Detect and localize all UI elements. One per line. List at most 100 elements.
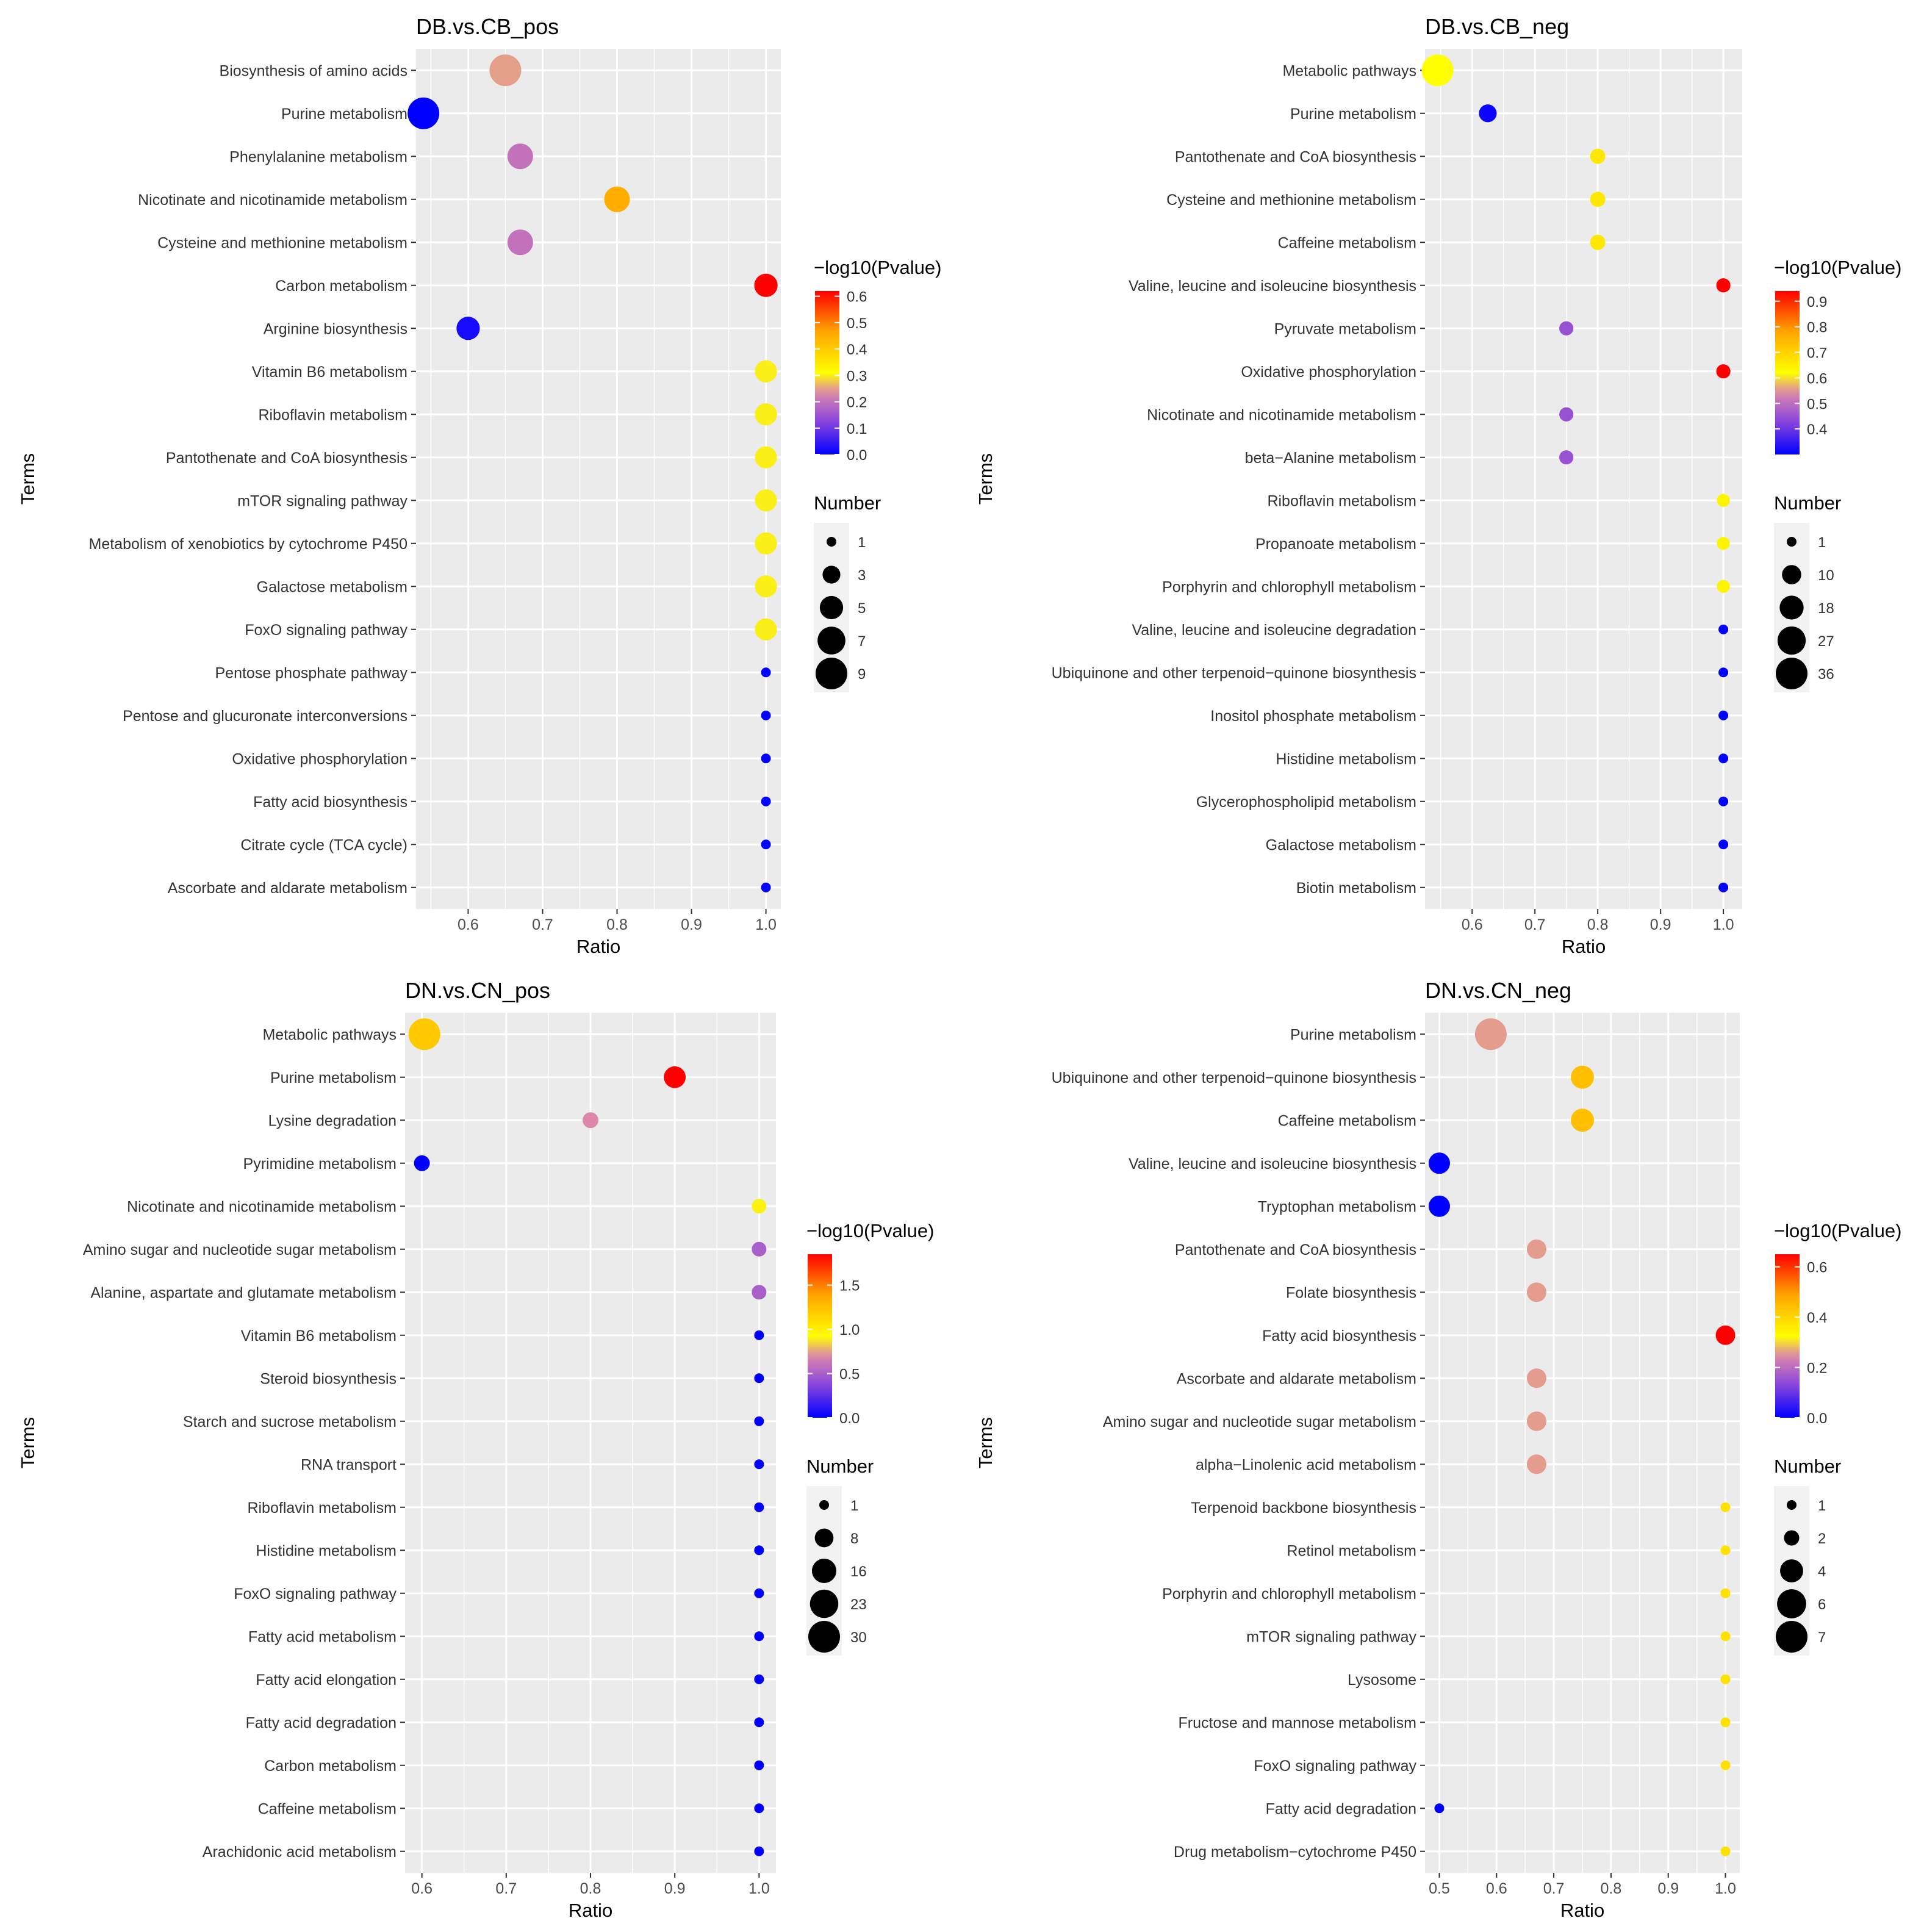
data-point-db-vs-cb-pos-3[interactable]	[507, 143, 533, 170]
data-point-db-vs-cb-pos-15[interactable]	[761, 667, 771, 678]
chart-title: DN.vs.CN_pos	[405, 978, 550, 1003]
color-legend-label: 0.5	[847, 315, 867, 332]
data-point-db-vs-cb-neg-6[interactable]	[1716, 278, 1731, 293]
x-tick-label: 0.8	[1601, 1880, 1622, 1897]
data-point-db-vs-cb-pos-10[interactable]	[755, 446, 777, 469]
data-point-dn-vs-cn-pos-11[interactable]	[754, 1459, 764, 1470]
size-legend-key	[1776, 658, 1807, 689]
data-point-db-vs-cb-pos-5[interactable]	[507, 229, 533, 256]
data-point-db-vs-cb-neg-1[interactable]	[1421, 54, 1454, 87]
data-point-dn-vs-cn-neg-10[interactable]	[1526, 1411, 1546, 1431]
data-point-db-vs-cb-neg-8[interactable]	[1716, 364, 1731, 379]
data-point-dn-vs-cn-pos-15[interactable]	[754, 1631, 764, 1642]
data-point-db-vs-cb-pos-16[interactable]	[761, 710, 771, 720]
data-point-db-vs-cb-pos-2[interactable]	[407, 97, 440, 129]
data-point-dn-vs-cn-pos-14[interactable]	[754, 1588, 764, 1598]
data-point-dn-vs-cn-neg-4[interactable]	[1428, 1152, 1450, 1174]
data-point-dn-vs-cn-neg-9[interactable]	[1526, 1368, 1546, 1388]
data-point-db-vs-cb-pos-9[interactable]	[755, 403, 777, 426]
data-point-db-vs-cb-neg-3[interactable]	[1590, 148, 1606, 164]
data-point-db-vs-cb-pos-1[interactable]	[489, 54, 522, 87]
data-point-db-vs-cb-neg-4[interactable]	[1590, 192, 1606, 207]
data-point-db-vs-cb-neg-15[interactable]	[1718, 667, 1729, 678]
data-point-db-vs-cb-pos-8[interactable]	[755, 360, 777, 382]
data-point-db-vs-cb-pos-4[interactable]	[604, 186, 630, 212]
data-point-dn-vs-cn-pos-12[interactable]	[754, 1502, 764, 1512]
data-point-db-vs-cb-pos-13[interactable]	[755, 575, 777, 598]
data-point-db-vs-cb-pos-19[interactable]	[761, 839, 771, 850]
data-point-dn-vs-cn-neg-1[interactable]	[1474, 1018, 1507, 1050]
data-point-dn-vs-cn-pos-2[interactable]	[664, 1066, 686, 1088]
data-point-db-vs-cb-neg-20[interactable]	[1718, 882, 1729, 892]
data-point-dn-vs-cn-neg-11[interactable]	[1526, 1454, 1546, 1474]
data-point-dn-vs-cn-pos-4[interactable]	[414, 1155, 430, 1171]
data-point-dn-vs-cn-pos-1[interactable]	[408, 1018, 440, 1050]
size-legend-title: Number	[806, 1456, 874, 1477]
term-label: Histidine metabolism	[1276, 750, 1416, 767]
data-point-dn-vs-cn-pos-3[interactable]	[583, 1112, 598, 1129]
data-point-db-vs-cb-neg-18[interactable]	[1718, 796, 1729, 806]
data-point-db-vs-cb-neg-11[interactable]	[1717, 494, 1730, 507]
data-point-dn-vs-cn-pos-19[interactable]	[754, 1803, 764, 1814]
size-legend-label: 3	[858, 567, 866, 584]
data-point-dn-vs-cn-pos-9[interactable]	[754, 1373, 764, 1384]
data-point-dn-vs-cn-neg-14[interactable]	[1720, 1588, 1731, 1598]
color-legend-bar	[1775, 291, 1800, 454]
data-point-db-vs-cb-pos-18[interactable]	[761, 796, 771, 806]
data-point-db-vs-cb-neg-9[interactable]	[1559, 407, 1574, 422]
data-point-db-vs-cb-pos-12[interactable]	[755, 532, 777, 555]
data-point-dn-vs-cn-neg-3[interactable]	[1571, 1108, 1594, 1132]
data-point-dn-vs-cn-neg-7[interactable]	[1526, 1282, 1546, 1302]
data-point-dn-vs-cn-neg-20[interactable]	[1720, 1846, 1731, 1856]
size-legend-label: 36	[1818, 666, 1834, 683]
data-point-dn-vs-cn-neg-8[interactable]	[1715, 1325, 1736, 1345]
data-point-dn-vs-cn-pos-7[interactable]	[752, 1285, 767, 1300]
data-point-dn-vs-cn-pos-20[interactable]	[754, 1846, 764, 1856]
term-label: Oxidative phosphorylation	[1241, 364, 1416, 381]
data-point-dn-vs-cn-neg-13[interactable]	[1720, 1545, 1731, 1556]
data-point-db-vs-cb-neg-7[interactable]	[1559, 321, 1574, 336]
data-point-db-vs-cb-pos-11[interactable]	[755, 489, 777, 512]
x-tick-label: 0.8	[606, 916, 628, 933]
data-point-dn-vs-cn-neg-19[interactable]	[1434, 1803, 1445, 1814]
data-point-db-vs-cb-neg-12[interactable]	[1717, 537, 1730, 550]
data-point-db-vs-cb-neg-16[interactable]	[1718, 710, 1729, 720]
data-point-db-vs-cb-neg-5[interactable]	[1590, 234, 1606, 250]
data-point-db-vs-cb-pos-17[interactable]	[761, 753, 771, 764]
data-point-db-vs-cb-pos-14[interactable]	[755, 618, 777, 641]
data-point-dn-vs-cn-pos-10[interactable]	[754, 1416, 764, 1426]
data-point-dn-vs-cn-neg-17[interactable]	[1720, 1717, 1731, 1728]
data-point-db-vs-cb-neg-10[interactable]	[1559, 450, 1574, 465]
data-point-dn-vs-cn-neg-16[interactable]	[1720, 1674, 1731, 1684]
data-point-db-vs-cb-neg-14[interactable]	[1718, 624, 1729, 634]
data-point-db-vs-cb-neg-2[interactable]	[1479, 104, 1497, 123]
data-point-dn-vs-cn-neg-15[interactable]	[1720, 1631, 1731, 1642]
term-label: Citrate cycle (TCA cycle)	[240, 836, 407, 853]
term-label: Porphyrin and chlorophyll metabolism	[1162, 1585, 1416, 1603]
data-point-dn-vs-cn-neg-2[interactable]	[1571, 1065, 1594, 1089]
term-label: FoxO signaling pathway	[234, 1585, 397, 1603]
data-point-dn-vs-cn-pos-18[interactable]	[754, 1760, 764, 1770]
data-point-dn-vs-cn-pos-8[interactable]	[754, 1330, 764, 1340]
size-legend-label: 1	[850, 1498, 858, 1514]
data-point-dn-vs-cn-pos-13[interactable]	[754, 1545, 764, 1556]
data-point-db-vs-cb-neg-13[interactable]	[1717, 580, 1730, 593]
data-point-dn-vs-cn-pos-17[interactable]	[754, 1717, 764, 1728]
data-point-dn-vs-cn-neg-6[interactable]	[1526, 1239, 1546, 1259]
data-point-dn-vs-cn-pos-16[interactable]	[754, 1674, 764, 1684]
data-point-dn-vs-cn-neg-5[interactable]	[1428, 1195, 1450, 1217]
data-point-dn-vs-cn-neg-12[interactable]	[1720, 1502, 1731, 1512]
size-legend-title: Number	[814, 492, 881, 514]
data-point-dn-vs-cn-neg-18[interactable]	[1720, 1760, 1731, 1770]
term-label: Riboflavin metabolism	[247, 1499, 397, 1517]
size-legend-label: 18	[1818, 600, 1834, 617]
data-point-dn-vs-cn-pos-5[interactable]	[752, 1199, 767, 1214]
data-point-db-vs-cb-pos-6[interactable]	[754, 273, 778, 297]
data-point-db-vs-cb-pos-20[interactable]	[761, 882, 771, 892]
x-tick-label: 0.6	[411, 1880, 433, 1897]
data-point-db-vs-cb-neg-19[interactable]	[1718, 839, 1729, 850]
data-point-db-vs-cb-neg-17[interactable]	[1718, 753, 1729, 764]
data-point-db-vs-cb-pos-7[interactable]	[456, 317, 480, 340]
data-point-dn-vs-cn-pos-6[interactable]	[752, 1241, 767, 1257]
size-legend-key	[811, 1558, 837, 1584]
